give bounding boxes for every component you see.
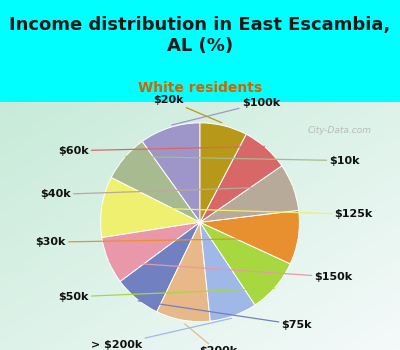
- Text: $75k: $75k: [138, 301, 312, 330]
- Text: $60k: $60k: [58, 146, 264, 156]
- Text: $150k: $150k: [109, 262, 352, 282]
- Text: $50k: $50k: [58, 288, 274, 302]
- Wedge shape: [200, 134, 282, 222]
- Wedge shape: [111, 141, 200, 222]
- Text: $30k: $30k: [36, 237, 297, 247]
- Wedge shape: [200, 123, 246, 222]
- Text: White residents: White residents: [138, 80, 262, 94]
- Wedge shape: [157, 222, 210, 322]
- Text: $40k: $40k: [40, 187, 292, 199]
- Text: $125k: $125k: [103, 206, 372, 219]
- Wedge shape: [200, 210, 299, 264]
- Wedge shape: [200, 166, 299, 222]
- Text: Income distribution in East Escambia,
AL (%): Income distribution in East Escambia, AL…: [9, 16, 391, 55]
- Wedge shape: [102, 222, 200, 281]
- Wedge shape: [120, 222, 200, 312]
- Wedge shape: [200, 222, 290, 305]
- Wedge shape: [142, 123, 200, 222]
- Wedge shape: [200, 222, 255, 321]
- Text: $200k: $200k: [185, 324, 237, 350]
- Text: City-Data.com: City-Data.com: [308, 126, 372, 135]
- Text: $10k: $10k: [126, 156, 360, 166]
- Text: $100k: $100k: [172, 98, 280, 125]
- Wedge shape: [101, 177, 200, 238]
- Text: > $200k: > $200k: [91, 318, 232, 350]
- Text: $20k: $20k: [153, 95, 222, 123]
